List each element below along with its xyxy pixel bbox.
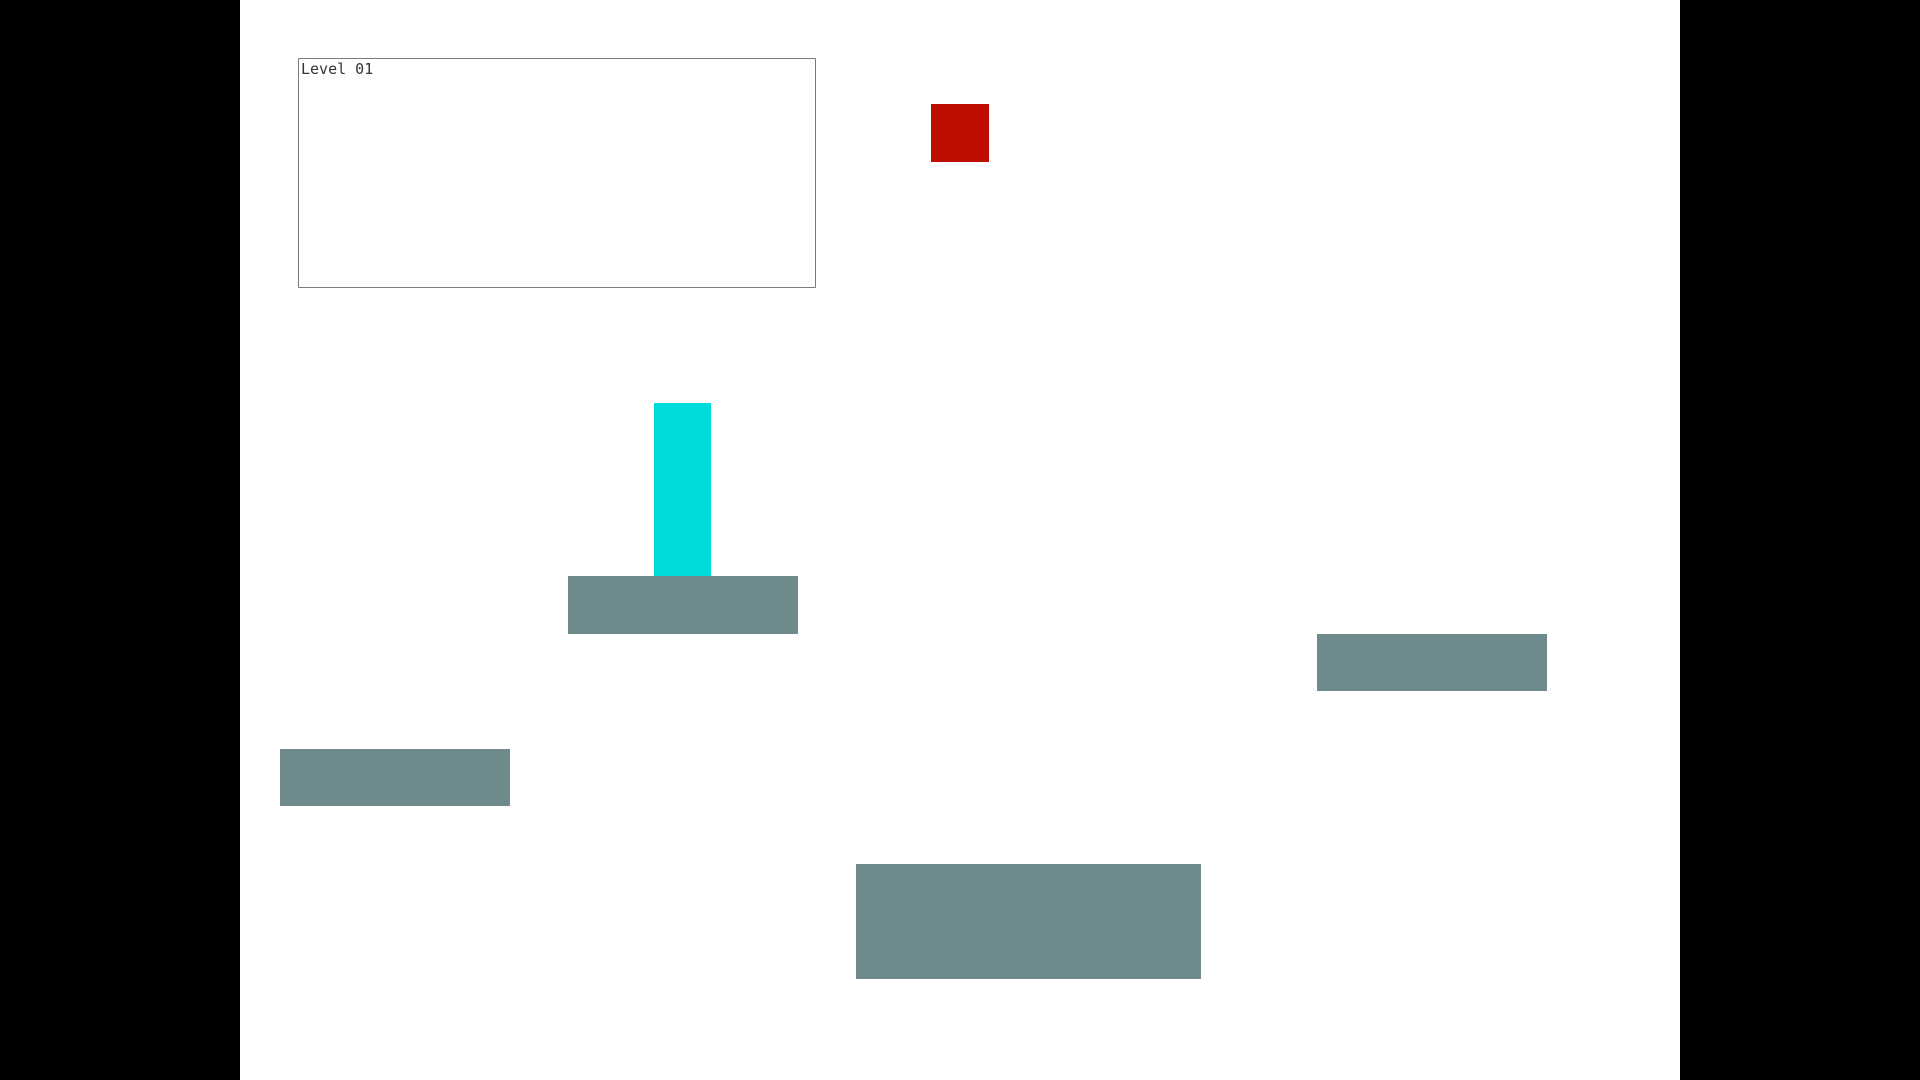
level-label: Level 01 [301,60,374,78]
game-stage[interactable]: Level 01 [240,0,1680,1080]
platform [280,749,510,806]
platform [568,576,798,634]
platform [856,864,1201,979]
platform [1317,634,1547,691]
level-text-box[interactable]: Level 01 [298,58,816,288]
goal-block [931,104,989,162]
player-block[interactable] [654,403,711,576]
